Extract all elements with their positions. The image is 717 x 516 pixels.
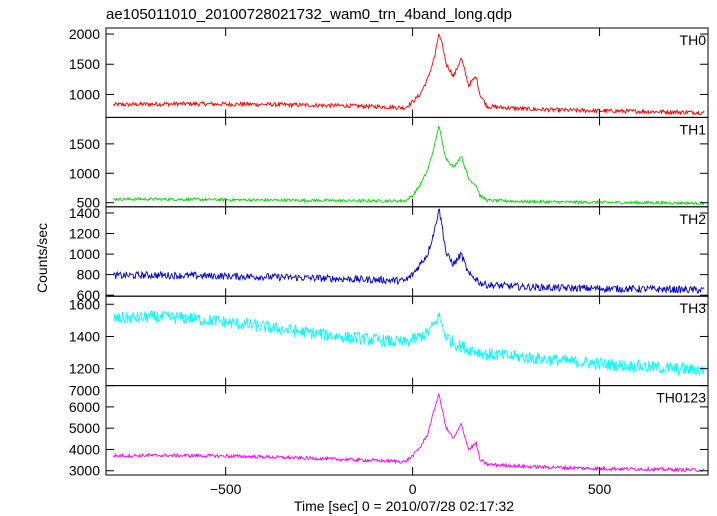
series-line-th2 bbox=[113, 208, 705, 294]
panel-label-th1: TH1 bbox=[680, 121, 707, 137]
panel-label-th3: TH3 bbox=[680, 300, 707, 316]
series-line-th3 bbox=[113, 310, 705, 377]
y-tick-label: 1200 bbox=[69, 361, 100, 377]
panel-frame-th2 bbox=[105, 206, 709, 297]
y-tick-label: 1200 bbox=[69, 226, 100, 242]
y-tick-label: 6000 bbox=[69, 399, 100, 415]
y-tick-label: 4000 bbox=[69, 441, 100, 457]
x-tick-label: 500 bbox=[588, 481, 612, 497]
series-line-th0 bbox=[113, 33, 705, 116]
panel-frame-th3 bbox=[105, 295, 709, 387]
y-tick-label: 7000 bbox=[69, 383, 100, 399]
x-tick-label: 0 bbox=[409, 481, 417, 497]
y-tick-label: 3000 bbox=[69, 463, 100, 479]
y-tick-label: 1500 bbox=[69, 136, 100, 152]
panel-label-th0: TH0 bbox=[680, 32, 707, 48]
panel-label-th2: TH2 bbox=[680, 211, 707, 227]
panel-label-th0123: TH0123 bbox=[656, 390, 706, 406]
panels-group: 1000 1500 2000 TH0 500 1000 1500 TH1 600 800 1000 1… bbox=[69, 26, 709, 497]
y-tick-label: 1400 bbox=[69, 205, 100, 221]
series-line-th0123 bbox=[113, 392, 705, 473]
panel-frame-th1 bbox=[105, 116, 709, 208]
y-tick-label: 1000 bbox=[69, 86, 100, 102]
y-tick-label: 1000 bbox=[69, 165, 100, 181]
y-tick-label: 2000 bbox=[69, 26, 100, 42]
y-axis-label: Counts/sec bbox=[34, 223, 50, 293]
y-tick-label: 1500 bbox=[69, 56, 100, 72]
y-tick-label: 800 bbox=[77, 267, 101, 283]
panel-frame-th0123 bbox=[105, 385, 709, 476]
x-tick-label: −500 bbox=[210, 481, 242, 497]
chart-title: ae105011010_20100728021732_wam0_trn_4ban… bbox=[106, 6, 512, 23]
y-tick-label: 500 bbox=[77, 195, 101, 211]
y-tick-label: 1400 bbox=[69, 328, 100, 344]
y-tick-label: 1600 bbox=[69, 296, 100, 312]
y-tick-label: 5000 bbox=[69, 420, 100, 436]
y-tick-label: 1000 bbox=[69, 246, 100, 262]
series-line-th1 bbox=[113, 125, 705, 206]
y-tick-label: 600 bbox=[77, 287, 101, 303]
x-axis-label: Time [sec] 0 = 2010/07/28 02:17:32 bbox=[294, 498, 514, 514]
